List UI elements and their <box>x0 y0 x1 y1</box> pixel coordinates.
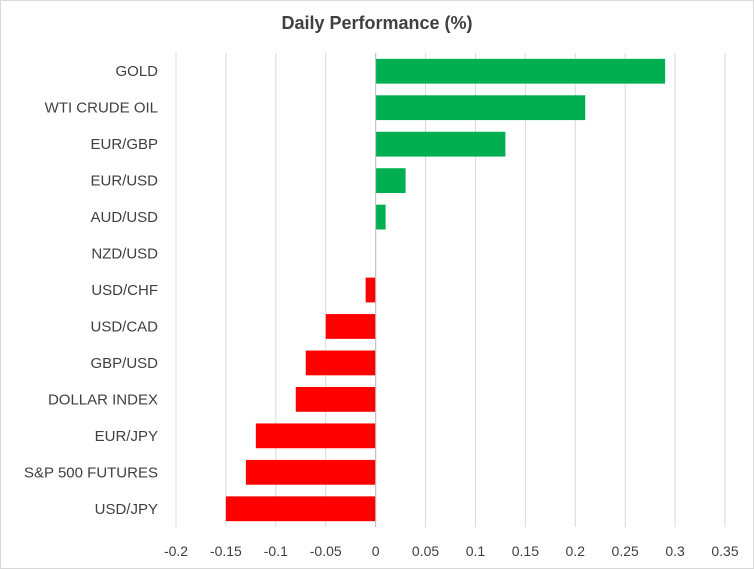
x-tick-label: 0.05 <box>412 543 439 559</box>
x-tick-label: 0.35 <box>711 543 738 559</box>
bar-usd-chf <box>365 277 376 303</box>
x-tick-label: 0.1 <box>466 543 486 559</box>
category-label: USD/CAD <box>90 318 158 335</box>
category-label: USD/CHF <box>91 282 158 299</box>
bar-gbp-usd <box>305 350 376 376</box>
x-tick-label: -0.15 <box>210 543 242 559</box>
category-label: EUR/USD <box>90 173 158 190</box>
x-tick-label: 0.3 <box>665 543 685 559</box>
bar-gold <box>375 58 666 84</box>
category-label: WTI CRUDE OIL <box>45 100 158 117</box>
bar-aud-usd <box>375 204 386 230</box>
category-label: AUD/USD <box>90 209 158 226</box>
bars <box>225 58 666 522</box>
category-labels: GOLD WTI CRUDE OIL EUR/GBP EUR/USD AUD/USD NZ… <box>24 63 158 518</box>
category-label: GBP/USD <box>90 355 158 372</box>
x-tick-label: 0.15 <box>512 543 539 559</box>
x-tick-label: 0.2 <box>566 543 586 559</box>
category-label: GOLD <box>115 63 158 80</box>
category-label: S&P 500 FUTURES <box>24 464 158 481</box>
x-tick-labels: -0.2 -0.15 -0.1 -0.05 0 0.05 0.1 0.15 0.2 0.25 0.3… <box>164 543 739 559</box>
category-label: DOLLAR INDEX <box>48 391 158 408</box>
x-tick-label: -0.2 <box>164 543 188 559</box>
gridlines <box>175 53 726 527</box>
x-tick-label: -0.05 <box>310 543 342 559</box>
x-tick-label: 0 <box>372 543 380 559</box>
category-label: EUR/JPY <box>95 428 158 445</box>
bar-eur-gbp <box>375 131 506 157</box>
category-label: NZD/USD <box>91 246 158 263</box>
bar-wti-crude-oil <box>375 95 586 121</box>
x-tick-label: -0.1 <box>264 543 288 559</box>
bar-s-p-500-futures <box>245 459 376 485</box>
category-label: EUR/GBP <box>90 136 158 153</box>
bar-dollar-index <box>295 386 376 412</box>
bar-usd-cad <box>325 314 376 339</box>
bar-eur-usd <box>375 168 406 194</box>
chart-title: Daily Performance (%) <box>281 13 473 33</box>
category-label: USD/JPY <box>95 501 158 518</box>
bar-usd-jpy <box>225 496 376 522</box>
x-tick-label: 0.25 <box>612 543 639 559</box>
bar-eur-jpy <box>255 423 376 449</box>
